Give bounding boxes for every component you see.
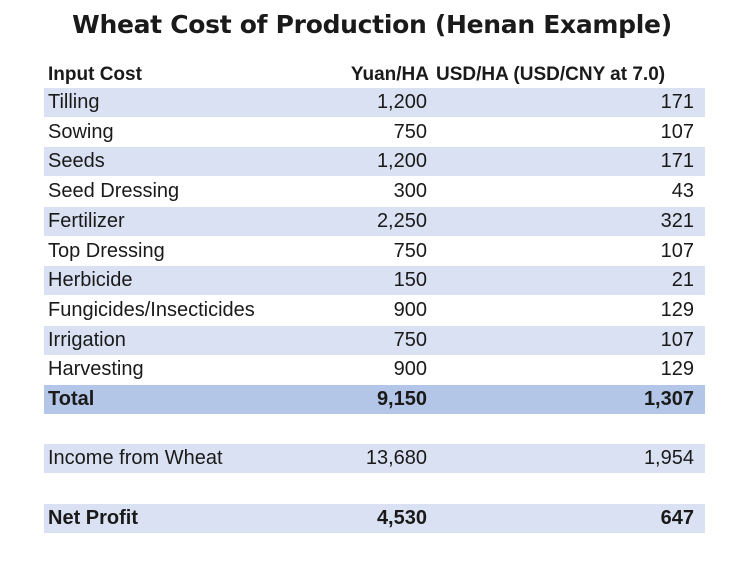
- cell-label: Seeds: [48, 150, 105, 173]
- cell-yuan: 750: [393, 120, 427, 143]
- cell-usd: 107: [660, 239, 694, 262]
- net-profit-row: Net Profit 4,530 647: [44, 504, 705, 533]
- cell-label: Harvesting: [48, 358, 144, 381]
- cell-usd: 129: [660, 298, 694, 321]
- cell-usd: 107: [660, 328, 694, 351]
- cell-usd: 321: [660, 209, 694, 232]
- table-row: Seed Dressing 300 43: [44, 177, 705, 206]
- cell-yuan: 750: [393, 328, 427, 351]
- cell-yuan: 1,200: [376, 91, 427, 113]
- cell-yuan: 300: [393, 180, 427, 203]
- table-row: Seeds 1,200 171: [44, 147, 705, 177]
- table-row: Herbicide 150 21: [44, 266, 705, 296]
- table-row: Harvesting 900 129: [44, 355, 705, 384]
- cell-label: Income from Wheat: [48, 447, 223, 469]
- cell-label: Top Dressing: [48, 239, 165, 262]
- cell-usd: 171: [660, 91, 694, 113]
- cell-usd: 129: [660, 358, 694, 381]
- header-yuan: Yuan/HA: [350, 64, 429, 85]
- cell-usd: 647: [660, 507, 694, 529]
- table-row: Irrigation 750 107: [44, 325, 705, 355]
- cell-yuan: 1,200: [376, 150, 427, 173]
- table-row: Tilling 1,200 171: [44, 88, 705, 117]
- cell-usd: 21: [671, 269, 694, 292]
- header-row: Input Cost Yuan/HA USD/HA (USD/CNY at 7.…: [44, 62, 724, 88]
- table-row: Fungicides/Insecticides 900 129: [44, 296, 705, 325]
- total-row: Total 9,150 1,307: [44, 385, 705, 414]
- cell-yuan: 900: [393, 358, 427, 381]
- cell-label: Sowing: [48, 120, 114, 143]
- cell-label: Herbicide: [48, 269, 133, 292]
- cell-yuan: 2,250: [376, 209, 427, 232]
- cell-label: Fungicides/Insecticides: [48, 298, 255, 321]
- cell-yuan: 900: [393, 298, 427, 321]
- header-input-cost: Input Cost: [48, 64, 142, 85]
- table-row: Sowing 750 107: [44, 118, 705, 147]
- cell-yuan: 9,150: [376, 388, 427, 410]
- cell-yuan: 750: [393, 239, 427, 262]
- table-title: Wheat Cost of Production (Henan Example): [72, 10, 672, 39]
- cell-label: Fertilizer: [48, 209, 125, 232]
- cell-usd: 107: [660, 120, 694, 143]
- cell-yuan: 13,680: [365, 447, 427, 469]
- cell-usd: 43: [671, 180, 694, 203]
- income-row: Income from Wheat 13,680 1,954: [44, 444, 705, 473]
- cell-label: Net Profit: [48, 507, 138, 529]
- cell-yuan: 4,530: [376, 507, 427, 529]
- cell-label: Irrigation: [48, 328, 126, 351]
- cell-usd: 1,954: [643, 447, 694, 469]
- cell-label: Total: [48, 388, 95, 410]
- table-row: Top Dressing 750 107: [44, 237, 705, 266]
- header-usd: USD/HA (USD/CNY at 7.0): [436, 64, 666, 85]
- cell-usd: 171: [660, 150, 694, 173]
- table-row: Fertilizer 2,250 321: [44, 206, 705, 236]
- cell-label: Seed Dressing: [48, 180, 180, 203]
- cell-label: Tilling: [48, 91, 100, 113]
- cell-yuan: 150: [393, 269, 427, 292]
- cell-usd: 1,307: [643, 388, 694, 410]
